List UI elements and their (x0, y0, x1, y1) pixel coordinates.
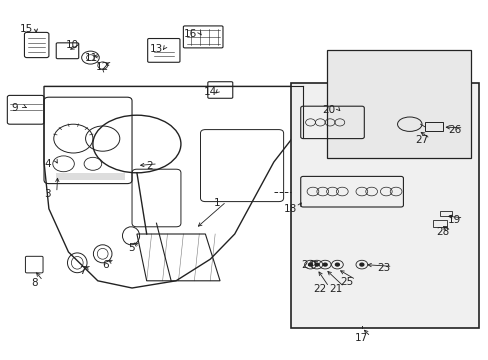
Text: 19: 19 (447, 215, 461, 225)
Text: 23: 23 (376, 263, 390, 273)
Text: 17: 17 (354, 333, 368, 343)
Bar (439, 211, 451, 216)
Text: 21: 21 (328, 284, 342, 294)
Bar (425, 122, 442, 131)
Circle shape (323, 263, 326, 266)
Text: 10: 10 (66, 40, 79, 50)
Text: 14: 14 (203, 87, 217, 97)
Text: 27: 27 (414, 135, 427, 145)
Text: 2: 2 (145, 161, 152, 171)
Text: 1: 1 (214, 198, 221, 208)
Circle shape (359, 263, 363, 266)
Bar (326, 50, 470, 158)
Bar (432, 220, 447, 227)
Text: 6: 6 (102, 260, 108, 270)
Text: 5: 5 (127, 243, 134, 253)
Text: 24: 24 (301, 260, 314, 270)
Text: 28: 28 (435, 227, 448, 237)
Text: 20: 20 (322, 105, 334, 115)
Circle shape (308, 263, 312, 266)
Text: 16: 16 (183, 29, 197, 39)
Circle shape (314, 263, 318, 266)
Text: 11: 11 (85, 53, 99, 63)
Circle shape (335, 263, 339, 266)
Text: 25: 25 (340, 276, 353, 287)
Text: 12: 12 (96, 62, 109, 72)
Text: 7: 7 (79, 266, 85, 276)
Text: 3: 3 (44, 189, 51, 199)
Text: 13: 13 (149, 44, 163, 54)
Text: 26: 26 (447, 125, 461, 135)
Text: 15: 15 (20, 24, 34, 34)
Text: 18: 18 (283, 204, 296, 214)
Text: 8: 8 (31, 278, 38, 288)
Text: 22: 22 (313, 284, 326, 294)
Bar (290, 83, 478, 328)
Text: 9: 9 (11, 103, 18, 113)
Text: 4: 4 (44, 159, 51, 169)
